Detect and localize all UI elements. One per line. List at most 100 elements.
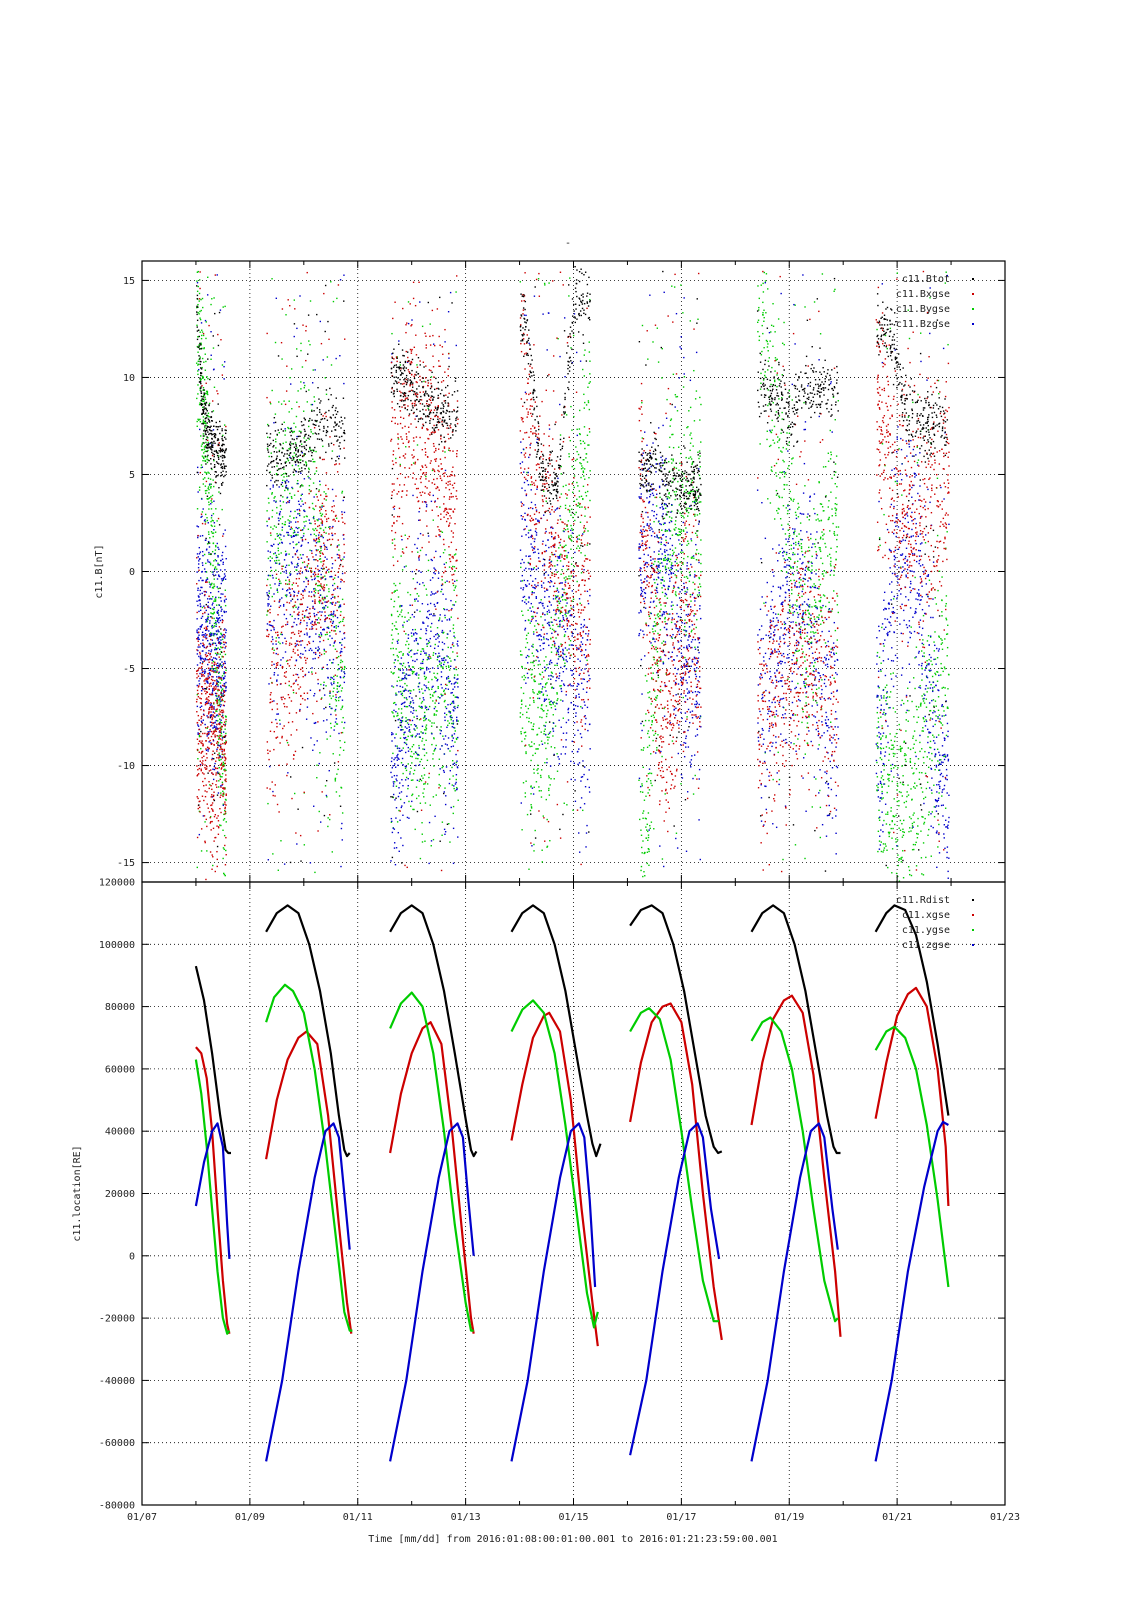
data-point-by <box>454 637 455 638</box>
data-point-bx <box>218 705 219 706</box>
data-point-bz <box>206 701 207 702</box>
data-point-by <box>333 753 334 754</box>
data-point-by <box>422 833 423 834</box>
data-point-bz <box>418 686 419 687</box>
data-point-bx <box>208 712 209 713</box>
data-point-bx <box>276 665 277 666</box>
data-point-btot <box>325 412 326 413</box>
data-point-bz <box>326 547 327 548</box>
data-point-by <box>392 629 393 630</box>
data-point-by <box>437 673 438 674</box>
data-point-by <box>342 812 343 813</box>
data-point-bx <box>398 491 399 492</box>
data-point-bx <box>269 751 270 752</box>
data-point-bx <box>198 743 199 744</box>
data-point-bz <box>220 560 221 561</box>
data-point-bz <box>297 674 298 675</box>
data-point-btot <box>305 419 306 420</box>
data-point-bx <box>314 616 315 617</box>
data-point-bx <box>205 678 206 679</box>
data-point-bx <box>314 603 315 604</box>
data-point-by <box>207 378 208 379</box>
data-point-bx <box>206 634 207 635</box>
data-point-btot <box>311 420 312 421</box>
data-point-bz <box>285 570 286 571</box>
data-point-btot <box>300 455 301 456</box>
data-point-bx <box>217 393 218 394</box>
data-point-bz <box>415 638 416 639</box>
data-point-bz <box>310 737 311 738</box>
data-point-bx <box>211 707 212 708</box>
data-point-bx <box>324 560 325 561</box>
scatter-points <box>196 189 950 988</box>
data-point-bz <box>432 593 433 594</box>
data-point-by <box>288 565 289 566</box>
data-point-bz <box>403 678 404 679</box>
data-point-by <box>225 850 226 851</box>
data-point-bz <box>217 556 218 557</box>
data-point-by <box>394 625 395 626</box>
data-point-bx <box>224 813 225 814</box>
data-point-bx <box>211 719 212 720</box>
data-point-by <box>197 374 198 375</box>
data-point-bx <box>295 601 296 602</box>
data-point-btot <box>281 484 282 485</box>
data-point-by <box>402 655 403 656</box>
data-point-by <box>326 394 327 395</box>
data-point-bx <box>291 632 292 633</box>
data-point-btot <box>205 433 206 434</box>
data-point-by <box>398 669 399 670</box>
data-point-bz <box>454 581 455 582</box>
data-point-by <box>455 601 456 602</box>
data-point-bx <box>196 701 197 702</box>
data-point-bz <box>266 592 267 593</box>
data-point-by <box>449 841 450 842</box>
data-point-bx <box>205 591 206 592</box>
data-point-bz <box>394 508 395 509</box>
data-point-bz <box>273 485 274 486</box>
data-point-bx <box>338 572 339 573</box>
data-point-bx <box>307 658 308 659</box>
data-point-bz <box>198 611 199 612</box>
data-point-bx <box>338 521 339 522</box>
data-point-bz <box>450 770 451 771</box>
data-point-btot <box>280 495 281 496</box>
data-point-bx <box>303 597 304 598</box>
data-point-bx <box>222 620 223 621</box>
data-point-by <box>424 774 425 775</box>
data-point-bz <box>426 617 427 618</box>
data-point-bx <box>225 672 226 673</box>
data-point-bz <box>424 671 425 672</box>
data-point-bz <box>314 744 315 745</box>
data-point-bx <box>199 807 200 808</box>
data-point-by <box>332 450 333 451</box>
data-point-bx <box>408 431 409 432</box>
data-point-btot <box>271 456 272 457</box>
data-point-bz <box>417 754 418 755</box>
data-point-btot <box>203 423 204 424</box>
data-point-btot <box>277 455 278 456</box>
data-point-bz <box>420 629 421 630</box>
data-point-bx <box>208 748 209 749</box>
data-point-bx <box>210 670 211 671</box>
data-point-by <box>293 423 294 424</box>
data-point-btot <box>308 471 309 472</box>
data-point-by <box>200 356 201 357</box>
data-point-by <box>407 719 408 720</box>
data-point-by <box>221 680 222 681</box>
data-point-bx <box>224 749 225 750</box>
data-point-by <box>393 648 394 649</box>
data-point-bx <box>196 671 197 672</box>
data-point-bz <box>412 571 413 572</box>
data-point-bz <box>210 616 211 617</box>
data-point-by <box>412 672 413 673</box>
data-point-bz <box>327 664 328 665</box>
data-point-by <box>405 717 406 718</box>
data-point-bz <box>450 600 451 601</box>
data-point-by <box>283 501 284 502</box>
data-point-bz <box>417 733 418 734</box>
data-point-bz <box>200 643 201 644</box>
data-point-bx <box>319 510 320 511</box>
data-point-btot <box>210 717 211 718</box>
data-point-bx <box>413 449 414 450</box>
